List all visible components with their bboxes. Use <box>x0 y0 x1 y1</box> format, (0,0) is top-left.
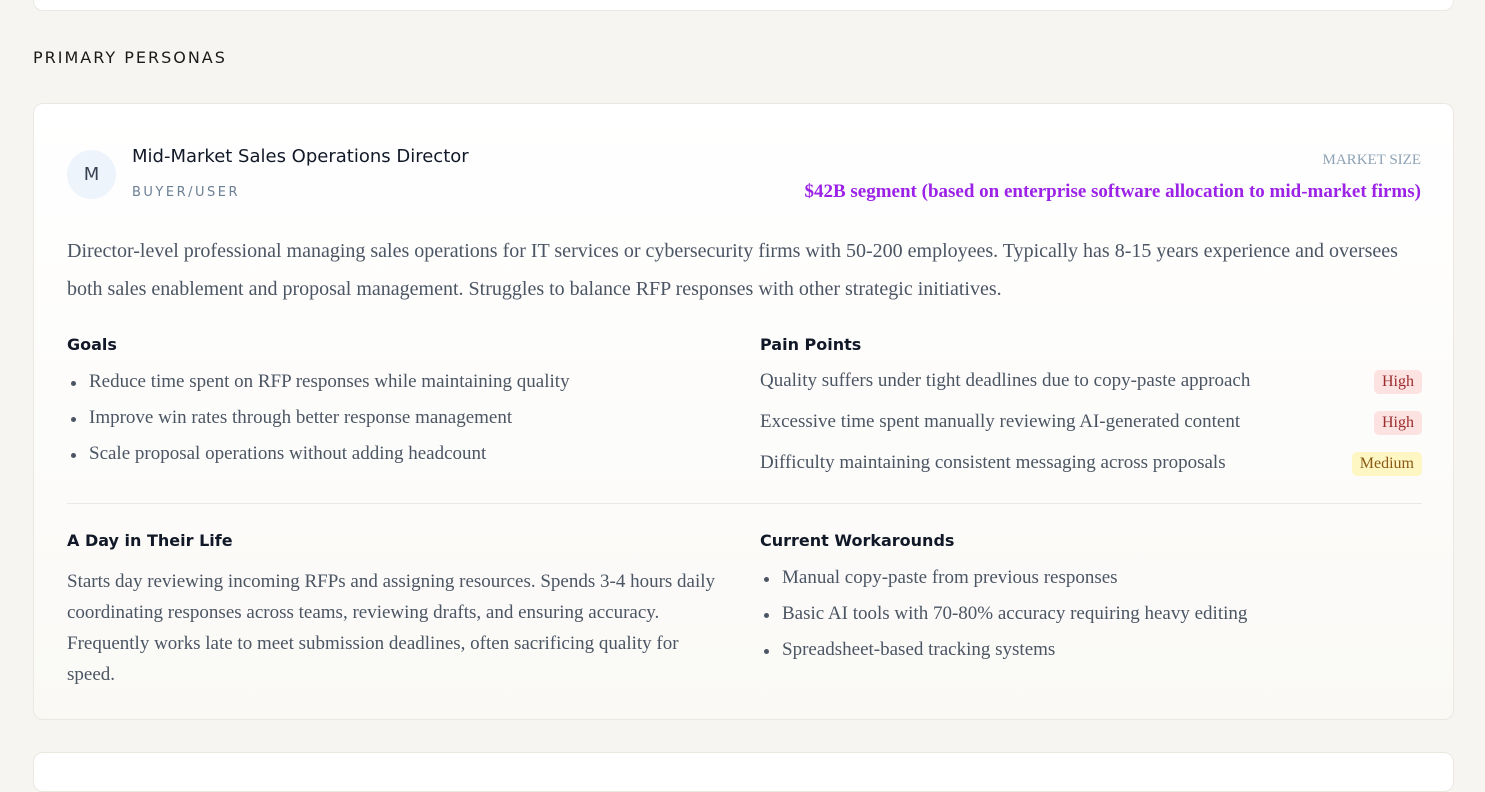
goals-title: Goals <box>67 335 117 354</box>
pain-text: Difficulty maintaining consistent messag… <box>760 452 1226 473</box>
previous-card <box>33 0 1454 11</box>
workarounds-title: Current Workarounds <box>760 531 955 550</box>
pain-text: Excessive time spent manually reviewing … <box>760 411 1241 432</box>
day-description: Starts day reviewing incoming RFPs and a… <box>67 571 716 685</box>
next-card <box>33 752 1454 792</box>
workaround-item: Spreadsheet-based tracking systems <box>760 639 1247 675</box>
persona-card: M Mid-Market Sales Operations Director B… <box>33 103 1454 720</box>
goals-list: Reduce time spent on RFP responses while… <box>67 371 570 479</box>
pain-point: Quality suffers under tight deadlines du… <box>760 370 1422 411</box>
workaround-item: Manual copy-paste from previous response… <box>760 567 1247 603</box>
severity-badge: High <box>1374 411 1422 435</box>
section-title: PRIMARY PERSONAS <box>33 48 227 67</box>
workarounds-list: Manual copy-paste from previous response… <box>760 567 1247 675</box>
severity-badge: High <box>1374 370 1422 394</box>
day-title: A Day in Their Life <box>67 531 233 550</box>
persona-role: BUYER/USER <box>132 185 241 200</box>
persona-name: Mid-Market Sales Operations Director <box>132 146 469 167</box>
market-size-value: $42B segment (based on enterprise softwa… <box>804 181 1421 202</box>
persona-description: Director-level professional managing sal… <box>67 240 1398 300</box>
goal-item: Reduce time spent on RFP responses while… <box>67 371 570 407</box>
pain-point: Excessive time spent manually reviewing … <box>760 411 1422 452</box>
workaround-item: Basic AI tools with 70-80% accuracy requ… <box>760 603 1247 639</box>
goal-item: Scale proposal operations without adding… <box>67 443 570 479</box>
pain-point: Difficulty maintaining consistent messag… <box>760 452 1422 493</box>
avatar: M <box>67 150 116 199</box>
pain-text: Quality suffers under tight deadlines du… <box>760 370 1251 391</box>
divider <box>67 503 1422 504</box>
severity-badge: Medium <box>1351 452 1422 476</box>
pain-points-title: Pain Points <box>760 335 862 354</box>
market-size-label: MARKET SIZE <box>1322 152 1421 168</box>
pain-points-list: Quality suffers under tight deadlines du… <box>760 370 1422 493</box>
goal-item: Improve win rates through better respons… <box>67 407 570 443</box>
